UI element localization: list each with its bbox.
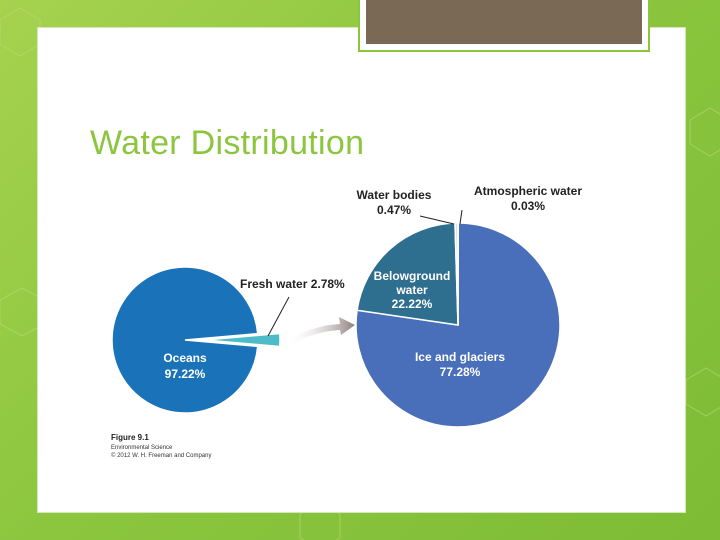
belowground-water-label-line2: water (395, 283, 428, 297)
slide-content-area (37, 27, 686, 513)
oceans-slice (111, 266, 259, 414)
belowground-water-slice (356, 222, 459, 326)
water-bodies-value: 0.47% (377, 203, 411, 217)
oceans-pie (111, 266, 281, 414)
atmospheric-water-label: Atmospheric water (474, 184, 582, 198)
ice-and-glaciers-label: Ice and glaciers (415, 350, 505, 364)
oceans-label: Oceans (163, 351, 207, 365)
figure-source: Environmental Science (111, 445, 173, 451)
fresh-water-slice (204, 332, 281, 348)
oceans-value: 97.22% (165, 367, 206, 381)
freshwater-breakdown-pie (355, 222, 561, 428)
belowground-water-value: 22.22% (392, 297, 433, 311)
atmospheric-water-value: 0.03% (511, 199, 545, 213)
water-bodies-leader-line (419, 215, 455, 225)
header-tab (358, 0, 650, 52)
ice-and-glaciers-value: 77.28% (440, 365, 481, 379)
header-tab-fill (366, 0, 642, 44)
water-bodies-label: Water bodies (357, 188, 432, 202)
fresh-water-leader-line (267, 296, 290, 337)
figure-caption: Figure 9.1 (111, 433, 149, 442)
fresh-water-label: Fresh water 2.78% (240, 277, 345, 291)
belowground-water-label-line1: Belowground (374, 269, 451, 283)
figure-copyright: © 2012 W. H. Freeman and Company (111, 452, 211, 459)
connector-arrow (286, 317, 355, 346)
slide-title: Water Distribution (90, 124, 365, 162)
atmospheric-water-leader-line (459, 209, 463, 225)
